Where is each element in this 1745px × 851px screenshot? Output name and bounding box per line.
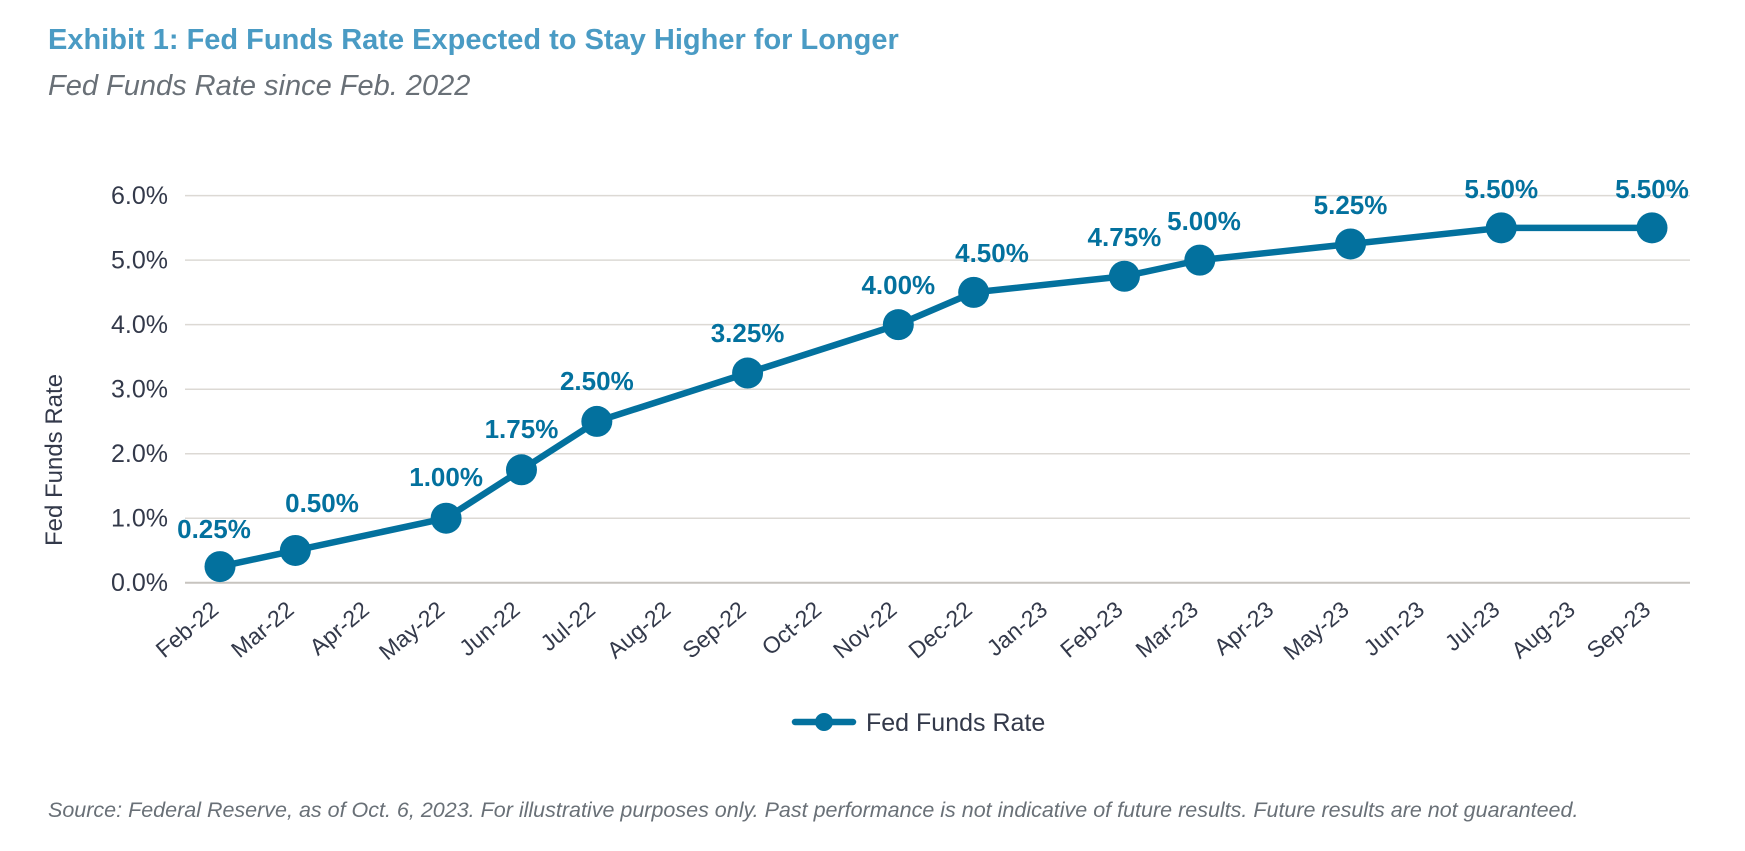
svg-text:5.0%: 5.0% [111,247,168,275]
svg-text:4.75%: 4.75% [1088,222,1162,252]
svg-text:Feb-22: Feb-22 [151,596,224,663]
svg-text:3.25%: 3.25% [711,318,785,348]
svg-text:5.00%: 5.00% [1167,206,1241,236]
svg-text:0.0%: 0.0% [111,569,168,597]
svg-text:4.0%: 4.0% [111,311,168,339]
svg-text:5.50%: 5.50% [1464,174,1538,204]
svg-text:Aug-23: Aug-23 [1506,596,1580,664]
svg-text:3.0%: 3.0% [111,376,168,404]
svg-text:2.0%: 2.0% [111,440,168,468]
svg-text:Mar-22: Mar-22 [226,596,299,663]
svg-text:2.50%: 2.50% [560,366,634,396]
svg-text:Aug-22: Aug-22 [602,596,676,664]
svg-text:Jul-22: Jul-22 [535,596,600,656]
svg-text:Dec-22: Dec-22 [903,596,977,664]
svg-text:Jun-23: Jun-23 [1359,596,1430,661]
svg-text:Fed Funds Rate: Fed Funds Rate [41,374,68,546]
svg-text:5.25%: 5.25% [1314,190,1388,220]
svg-text:Jan-23: Jan-23 [982,596,1053,661]
svg-text:Oct-22: Oct-22 [757,596,827,660]
svg-text:Nov-22: Nov-22 [828,596,902,664]
svg-text:5.50%: 5.50% [1615,174,1689,204]
svg-text:Apr-22: Apr-22 [304,596,374,660]
svg-text:6.0%: 6.0% [111,182,168,210]
svg-text:4.50%: 4.50% [955,238,1029,268]
svg-text:Fed Funds Rate: Fed Funds Rate [866,709,1045,737]
svg-text:May-23: May-23 [1278,596,1353,665]
svg-text:May-22: May-22 [374,596,449,665]
svg-text:Sep-22: Sep-22 [677,596,751,664]
svg-text:Jul-23: Jul-23 [1440,596,1505,656]
svg-text:1.75%: 1.75% [485,414,559,444]
svg-text:0.50%: 0.50% [285,488,359,518]
svg-text:0.25%: 0.25% [177,514,251,544]
svg-text:1.0%: 1.0% [111,505,168,533]
svg-text:Jun-22: Jun-22 [454,596,525,661]
svg-text:Mar-23: Mar-23 [1130,596,1203,663]
svg-text:Sep-23: Sep-23 [1582,596,1656,664]
svg-text:Feb-23: Feb-23 [1055,596,1128,663]
svg-text:4.00%: 4.00% [861,270,935,300]
svg-text:1.00%: 1.00% [409,462,483,492]
svg-text:Apr-23: Apr-23 [1209,596,1279,660]
